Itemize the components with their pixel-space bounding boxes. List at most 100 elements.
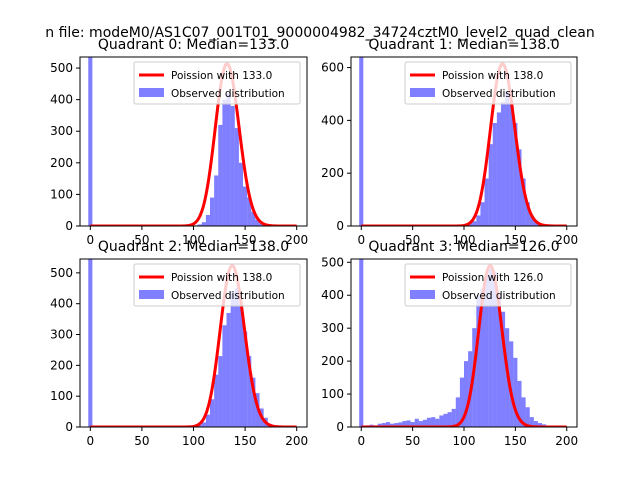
y-tick-label: 0 [65, 219, 73, 233]
histogram-bar [234, 288, 239, 427]
legend: Poission with 133.0 Observed distribution [133, 61, 301, 105]
histogram-bar [537, 423, 543, 427]
y-tick-label: 0 [336, 420, 344, 434]
legend-hist-swatch [410, 290, 435, 299]
y-tick-label: 400 [321, 113, 344, 127]
legend-curve-label: Poission with 138.0 [171, 272, 272, 284]
histogram-bar [484, 178, 489, 226]
y-tick-label: 300 [50, 124, 73, 138]
histogram-bar [500, 101, 506, 226]
y-tick-label: 400 [321, 288, 344, 302]
histogram-bar [222, 325, 227, 427]
y-tick-label: 200 [50, 156, 73, 170]
y-tick-label: 0 [65, 420, 73, 434]
x-tick-label: 100 [182, 233, 205, 247]
histogram-bar [255, 219, 260, 226]
x-tick-label: 200 [285, 233, 308, 247]
x-tick-label: 50 [134, 233, 149, 247]
quadrant-1-axes: 0 50 100 150 200 0 200 400 600 Quadrant 1: Median… [321, 37, 578, 247]
y-tick-label: 200 [50, 358, 73, 372]
legend-hist-label: Observed distribution [442, 88, 556, 100]
x-tick-label: 100 [182, 434, 205, 448]
histogram-bar [398, 422, 403, 427]
histogram-bar [402, 421, 407, 427]
histogram-bar [422, 419, 428, 427]
histogram-bar [439, 415, 444, 427]
plot-area [88, 259, 298, 427]
histogram-bar [427, 417, 432, 427]
y-tick-label: 400 [50, 93, 73, 107]
legend-curve-label: Poission with 138.0 [442, 70, 543, 82]
histogram-bar [476, 215, 481, 226]
histogram-bar [205, 414, 211, 427]
histogram-bar [243, 331, 248, 427]
histogram-bar [214, 175, 219, 226]
histogram-bar [197, 224, 202, 226]
histogram-bar [529, 417, 534, 427]
histogram-bar [431, 417, 436, 427]
histogram-bar [418, 421, 423, 427]
axes-title: Quadrant 2: Median=138.0 [98, 239, 289, 255]
histogram-bar [521, 397, 526, 427]
histogram-bar [480, 202, 485, 226]
histogram-bar [381, 423, 386, 427]
axes-title: Quadrant 1: Median=138.0 [368, 37, 559, 53]
histogram-bar [468, 223, 473, 226]
histogram-bar [509, 101, 514, 226]
histogram-bar [500, 311, 506, 427]
histogram-bar [488, 144, 493, 226]
legend-curve-label: Poission with 133.0 [171, 70, 272, 82]
histogram-bar [451, 408, 456, 427]
axes-title: Quadrant 0: Median=133.0 [98, 37, 289, 53]
histogram-bar [259, 223, 264, 226]
histogram-bar [505, 91, 510, 226]
x-tick-label: 150 [234, 233, 257, 247]
histogram-bar [459, 377, 464, 427]
y-tick-label: 200 [321, 354, 344, 368]
y-tick-label: 600 [321, 61, 344, 75]
figure-suptitle: n file: modeM0/AS1C07_001T01_9000004982_… [45, 25, 594, 41]
y-tick-label: 300 [50, 328, 73, 342]
histogram-bar [492, 272, 497, 427]
histogram-bar [226, 93, 231, 226]
legend-hist-swatch [139, 88, 164, 97]
histogram-bar [251, 211, 256, 226]
histogram-bar [496, 112, 501, 226]
histogram-bar [492, 123, 497, 226]
x-tick-label: 50 [405, 434, 420, 448]
y-tick-label: 300 [321, 321, 344, 335]
quadrant-3-axes: 0 50 100 150 200 0 100 200 300 400 500 Quadrant 3: … [321, 239, 578, 448]
histogram-bar [214, 374, 219, 427]
histogram-bar [533, 221, 538, 226]
quadrant-2-axes: 0 50 100 150 200 0 100 200 300 400 500 Quadrant 2: … [50, 239, 308, 448]
histogram-bar [464, 361, 469, 427]
histogram-bar [201, 222, 206, 226]
histogram-bar [234, 128, 239, 226]
y-tick-label: 200 [321, 166, 344, 180]
histogram-bar [238, 162, 244, 226]
y-tick-label: 100 [50, 389, 73, 403]
histogram-bar [472, 221, 477, 226]
histogram-bar [394, 423, 399, 427]
histogram-bar [496, 295, 501, 427]
legend-hist-label: Observed distribution [442, 290, 556, 302]
legend-box [133, 61, 301, 105]
histogram-bar [447, 412, 452, 427]
histogram-bar [247, 197, 252, 226]
x-tick-label: 0 [357, 434, 365, 448]
y-tick-label: 0 [336, 219, 344, 233]
histogram-bar [517, 149, 522, 226]
histogram-bar [414, 418, 419, 427]
y-tick-label: 400 [50, 297, 73, 311]
histogram-bar [513, 123, 518, 226]
x-tick-label: 200 [555, 434, 578, 448]
legend-box [404, 61, 572, 105]
legend-curve-label: Poission with 126.0 [442, 272, 543, 284]
histogram-bar [406, 420, 411, 427]
y-tick-label: 500 [50, 61, 73, 75]
legend: Poission with 126.0 Observed distribution [404, 263, 572, 307]
histogram-bar [197, 424, 202, 427]
histogram-bar [525, 202, 530, 226]
poisson-curve [89, 62, 298, 226]
